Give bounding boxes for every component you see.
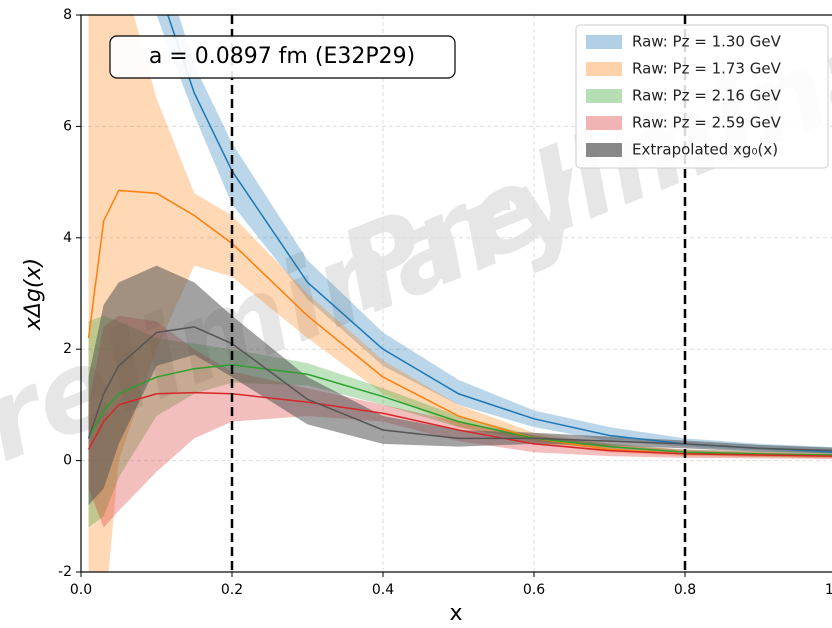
legend-swatch [586,89,622,103]
legend-swatch [586,116,622,130]
x-tick-label: 0.2 [221,582,243,598]
x-axis-label: x [449,601,462,626]
legend-label: Raw: Pz = 1.30 GeV [632,33,782,51]
y-tick-label: -2 [58,564,72,580]
y-tick-label: 2 [63,341,72,357]
legend-box [575,24,829,169]
error-band [88,265,832,506]
plot-frame [80,14,832,573]
annotation: a = 0.0897 fm (E32P29) [149,44,415,69]
central-line [87,391,832,457]
legend-label: Raw: Pz = 2.59 GeV [632,114,782,132]
central-line [87,326,832,452]
x-tick-label: 0.8 [674,582,696,598]
y-tick-label: 0 [63,453,72,469]
annotation-box [109,35,456,79]
legend-label: Raw: Pz = 2.16 GeV [632,87,782,105]
legend-swatch [586,62,622,76]
y-tick-label: 6 [63,118,72,134]
x-tick-label: 0.0 [70,582,92,598]
y-axis-label: xΔg(x) [21,258,46,331]
x-tick-label: 0.4 [372,582,394,598]
legend-swatch [586,35,622,49]
legend-label: Extrapolated xg₀(x) [632,141,778,159]
legend-label: Raw: Pz = 1.73 GeV [632,60,782,78]
central-line [87,364,832,456]
y-tick-label: 4 [63,230,72,246]
x-tick-label: 0.6 [523,582,545,598]
x-tick-label: 1.0 [825,582,832,598]
y-tick-label: 8 [63,7,72,23]
legend-swatch [586,143,622,157]
